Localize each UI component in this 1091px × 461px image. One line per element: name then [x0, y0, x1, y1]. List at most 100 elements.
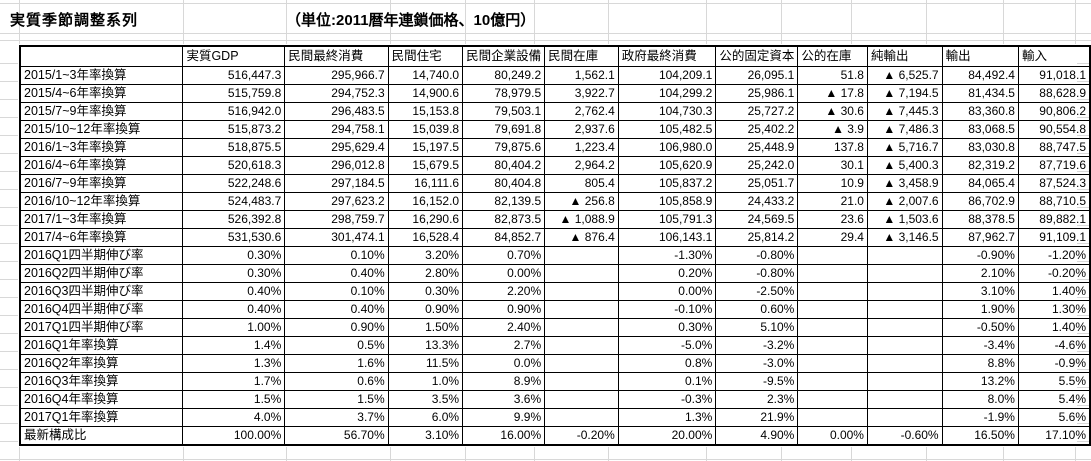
cell[interactable]: 515,759.8	[182, 84, 286, 103]
cell[interactable]	[866, 318, 943, 337]
row-label[interactable]: 2016Q2四半期伸び率	[19, 264, 184, 283]
cell[interactable]	[544, 264, 619, 283]
cell[interactable]	[544, 300, 619, 319]
cell[interactable]: 16.00%	[462, 426, 546, 446]
cell[interactable]: 16,528.4	[387, 228, 464, 247]
cell[interactable]: 15,197.5	[387, 138, 464, 157]
cell[interactable]: 5.4%	[1017, 390, 1091, 409]
column-header[interactable]: 輸出	[941, 45, 1019, 67]
cell[interactable]: 1.5%	[182, 390, 286, 409]
row-label[interactable]: 2017/1~3年率換算	[19, 210, 184, 229]
cell[interactable]: -5.0%	[617, 336, 717, 355]
cell[interactable]: -0.9%	[1017, 354, 1091, 373]
cell[interactable]: -1.20%	[1017, 246, 1091, 265]
column-header[interactable]: 公的在庫	[797, 45, 868, 67]
row-label[interactable]: 2016Q3年率換算	[19, 372, 184, 391]
cell[interactable]	[797, 264, 868, 283]
cell[interactable]: ▲ 17.8	[797, 84, 868, 103]
cell[interactable]: 25,402.2	[715, 120, 799, 139]
cell[interactable]: 0.40%	[284, 300, 389, 319]
cell[interactable]: 80,249.2	[462, 66, 546, 85]
cell[interactable]: 301,474.1	[284, 228, 389, 247]
cell[interactable]: 3.5%	[387, 390, 464, 409]
cell[interactable]: 0.20%	[617, 264, 717, 283]
cell[interactable]: ▲ 1,088.9	[544, 210, 619, 229]
cell[interactable]: 21.9%	[715, 408, 799, 427]
cell[interactable]: 87,962.7	[941, 228, 1019, 247]
cell[interactable]: 1.40%	[1017, 282, 1091, 301]
cell[interactable]	[797, 300, 868, 319]
row-label[interactable]: 2016Q1四半期伸び率	[19, 246, 184, 265]
cell[interactable]: 84,492.4	[941, 66, 1019, 85]
row-label[interactable]: 2016Q2年率換算	[19, 354, 184, 373]
cell[interactable]: 3.20%	[387, 246, 464, 265]
cell[interactable]: 26,095.1	[715, 66, 799, 85]
cell[interactable]: 83,068.5	[941, 120, 1019, 139]
cell[interactable]: 0.10%	[284, 282, 389, 301]
cell[interactable]	[866, 408, 943, 427]
cell[interactable]: 3.10%	[941, 282, 1019, 301]
cell[interactable]: ▲ 3,146.5	[866, 228, 943, 247]
cell[interactable]: -3.2%	[715, 336, 799, 355]
cell[interactable]: 2,964.2	[544, 156, 619, 175]
cell[interactable]: 11.5%	[387, 354, 464, 373]
column-header[interactable]: 民間住宅	[387, 45, 464, 67]
row-label[interactable]: 2016/10~12年率換算	[19, 192, 184, 211]
cell[interactable]: 82,873.5	[462, 210, 546, 229]
cell[interactable]: 79,691.8	[462, 120, 546, 139]
cell[interactable]: 17.10%	[1017, 426, 1091, 446]
cell[interactable]: ▲ 3.9	[797, 120, 868, 139]
cell[interactable]: 105,620.9	[617, 156, 717, 175]
cell[interactable]: 0.90%	[284, 318, 389, 337]
cell[interactable]: -3.4%	[941, 336, 1019, 355]
row-label[interactable]: 2016/1~3年率換算	[19, 138, 184, 157]
cell[interactable]: 16,152.0	[387, 192, 464, 211]
cell[interactable]: 1,223.4	[544, 138, 619, 157]
cell[interactable]: 295,629.4	[284, 138, 389, 157]
row-label[interactable]: 2016Q4年率換算	[19, 390, 184, 409]
cell[interactable]: 524,483.7	[182, 192, 286, 211]
cell[interactable]: 1.30%	[1017, 300, 1091, 319]
cell[interactable]: 30.1	[797, 156, 868, 175]
cell[interactable]: 24,433.2	[715, 192, 799, 211]
cell[interactable]: 1.6%	[284, 354, 389, 373]
cell[interactable]: 805.4	[544, 174, 619, 193]
cell[interactable]: 5.6%	[1017, 408, 1091, 427]
cell[interactable]: 8.9%	[462, 372, 546, 391]
cell[interactable]: 1.3%	[617, 408, 717, 427]
cell[interactable]: 87,719.6	[1017, 156, 1091, 175]
cell[interactable]	[544, 246, 619, 265]
cell[interactable]: 87,524.3	[1017, 174, 1091, 193]
cell[interactable]: -3.0%	[715, 354, 799, 373]
cell[interactable]: ▲ 7,486.3	[866, 120, 943, 139]
cell[interactable]: 105,837.2	[617, 174, 717, 193]
cell[interactable]	[797, 318, 868, 337]
cell[interactable]: 15,039.8	[387, 120, 464, 139]
cell[interactable]: 56.70%	[284, 426, 389, 446]
row-label[interactable]: 2016Q1年率換算	[19, 336, 184, 355]
cell[interactable]: 78,979.5	[462, 84, 546, 103]
cell[interactable]: 1.0%	[387, 372, 464, 391]
cell[interactable]: 105,482.5	[617, 120, 717, 139]
cell[interactable]: 518,875.5	[182, 138, 286, 157]
cell[interactable]: 14,900.6	[387, 84, 464, 103]
cell[interactable]: 10.9	[797, 174, 868, 193]
cell[interactable]: 137.8	[797, 138, 868, 157]
cell[interactable]: 16.50%	[941, 426, 1019, 446]
cell[interactable]: 3.7%	[284, 408, 389, 427]
cell[interactable]: 2.20%	[462, 282, 546, 301]
cell[interactable]: 1.50%	[387, 318, 464, 337]
cell[interactable]: 294,752.3	[284, 84, 389, 103]
cell[interactable]: 88,710.5	[1017, 192, 1091, 211]
cell[interactable]: 0.00%	[797, 426, 868, 446]
cell[interactable]: 9.9%	[462, 408, 546, 427]
cell[interactable]: 2.10%	[941, 264, 1019, 283]
row-label[interactable]: 2016Q4四半期伸び率	[19, 300, 184, 319]
cell[interactable]: 3,922.7	[544, 84, 619, 103]
cell[interactable]: 297,184.5	[284, 174, 389, 193]
cell[interactable]	[866, 264, 943, 283]
cell[interactable]: 520,618.3	[182, 156, 286, 175]
cell[interactable]	[797, 408, 868, 427]
cell[interactable]: 298,759.7	[284, 210, 389, 229]
cell[interactable]: 3.6%	[462, 390, 546, 409]
